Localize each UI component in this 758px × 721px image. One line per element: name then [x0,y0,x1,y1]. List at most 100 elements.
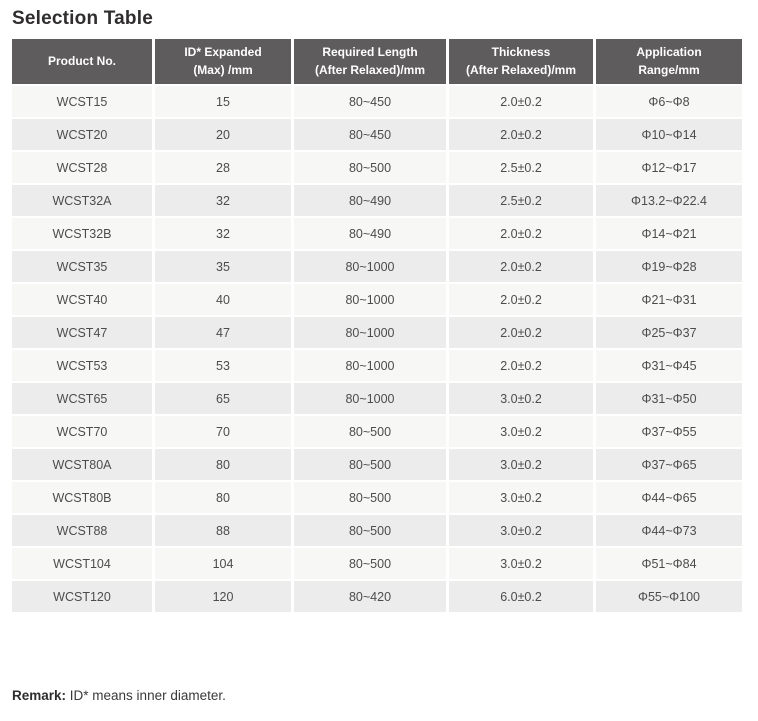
table-cell: 3.0±0.2 [449,515,593,546]
table-cell: 104 [155,548,291,579]
table-cell: WCST88 [12,515,152,546]
table-cell: WCST104 [12,548,152,579]
table-cell: 80~500 [294,152,446,183]
table-row: WCST47 47 80~1000 2.0±0.2 Φ25~Φ37 [12,317,742,348]
table-cell: 3.0±0.2 [449,416,593,447]
table-cell: 80~500 [294,416,446,447]
table-row: WCST40 40 80~1000 2.0±0.2 Φ21~Φ31 [12,284,742,315]
table-cell: WCST15 [12,86,152,117]
table-cell: Φ25~Φ37 [596,317,742,348]
table-cell: 80~500 [294,449,446,480]
table-cell: 3.0±0.2 [449,383,593,414]
table-cell: 3.0±0.2 [449,449,593,480]
remark: Remark: ID* means inner diameter. [12,688,746,703]
table-cell: 2.0±0.2 [449,119,593,150]
table-cell: 53 [155,350,291,381]
table-cell: Φ19~Φ28 [596,251,742,282]
table-header-row: Product No. ID* Expanded (Max) /mm Requi… [12,39,742,84]
table-cell: 3.0±0.2 [449,482,593,513]
table-cell: 80~500 [294,482,446,513]
table-row: WCST120 120 80~420 6.0±0.2 Φ55~Φ100 [12,581,742,612]
table-row: WCST32B 32 80~490 2.0±0.2 Φ14~Φ21 [12,218,742,249]
table-cell: 15 [155,86,291,117]
table-cell: 120 [155,581,291,612]
table-cell: 80~490 [294,218,446,249]
table-cell: Φ31~Φ50 [596,383,742,414]
table-cell: 80~1000 [294,284,446,315]
table-cell: 70 [155,416,291,447]
table-cell: Φ55~Φ100 [596,581,742,612]
table-cell: 2.0±0.2 [449,284,593,315]
table-cell: Φ31~Φ45 [596,350,742,381]
table-cell: 80~1000 [294,383,446,414]
table-cell: 80~500 [294,548,446,579]
table-cell: 65 [155,383,291,414]
table-row: WCST80A 80 80~500 3.0±0.2 Φ37~Φ65 [12,449,742,480]
column-header-id-expanded: ID* Expanded (Max) /mm [155,39,291,84]
selection-table: Product No. ID* Expanded (Max) /mm Requi… [12,39,742,612]
table-cell: Φ10~Φ14 [596,119,742,150]
table-row: WCST15 15 80~450 2.0±0.2 Φ6~Φ8 [12,86,742,117]
table-cell: WCST32A [12,185,152,216]
table-cell: 3.0±0.2 [449,548,593,579]
table-cell: WCST40 [12,284,152,315]
table-cell: 88 [155,515,291,546]
table-cell: 80 [155,482,291,513]
table-row: WCST80B 80 80~500 3.0±0.2 Φ44~Φ65 [12,482,742,513]
table-cell: WCST65 [12,383,152,414]
table-cell: Φ44~Φ73 [596,515,742,546]
remark-label: Remark: [12,688,67,703]
table-row: WCST70 70 80~500 3.0±0.2 Φ37~Φ55 [12,416,742,447]
table-row: WCST104 104 80~500 3.0±0.2 Φ51~Φ84 [12,548,742,579]
table-cell: 32 [155,185,291,216]
table-cell: 80~1000 [294,350,446,381]
table-cell: 28 [155,152,291,183]
table-cell: 80~450 [294,119,446,150]
table-cell: 80~1000 [294,251,446,282]
table-cell: 2.5±0.2 [449,185,593,216]
table-cell: Φ14~Φ21 [596,218,742,249]
table-cell: 80~450 [294,86,446,117]
table-cell: Φ37~Φ65 [596,449,742,480]
table-cell: 2.0±0.2 [449,86,593,117]
column-header-product-no: Product No. [12,39,152,84]
table-row: WCST65 65 80~1000 3.0±0.2 Φ31~Φ50 [12,383,742,414]
table-cell: 32 [155,218,291,249]
table-cell: 2.0±0.2 [449,350,593,381]
table-cell: Φ51~Φ84 [596,548,742,579]
table-cell: 80~420 [294,581,446,612]
table-row: WCST20 20 80~450 2.0±0.2 Φ10~Φ14 [12,119,742,150]
table-cell: WCST32B [12,218,152,249]
table-cell: 2.5±0.2 [449,152,593,183]
table-cell: 20 [155,119,291,150]
table-row: WCST28 28 80~500 2.5±0.2 Φ12~Φ17 [12,152,742,183]
table-cell: WCST28 [12,152,152,183]
table-cell: 35 [155,251,291,282]
table-cell: 40 [155,284,291,315]
table-cell: WCST120 [12,581,152,612]
table-cell: WCST47 [12,317,152,348]
column-header-thickness: Thickness (After Relaxed)/mm [449,39,593,84]
table-body: WCST15 15 80~450 2.0±0.2 Φ6~Φ8 WCST20 20 80~450… [12,86,742,612]
table-cell: WCST80B [12,482,152,513]
table-cell: WCST70 [12,416,152,447]
page-title: Selection Table [12,8,153,29]
table-cell: WCST20 [12,119,152,150]
table-cell: 47 [155,317,291,348]
page: Selection Table Product No. ID* Expanded… [12,8,746,703]
table-cell: Φ44~Φ65 [596,482,742,513]
table-cell: Φ21~Φ31 [596,284,742,315]
table-row: WCST88 88 80~500 3.0±0.2 Φ44~Φ73 [12,515,742,546]
remark-text: ID* means inner diameter. [66,688,226,703]
table-cell: 80~500 [294,515,446,546]
column-header-application-range: Application Range/mm [596,39,742,84]
table-row: WCST32A 32 80~490 2.5±0.2 Φ13.2~Φ22.4 [12,185,742,216]
table-cell: Φ6~Φ8 [596,86,742,117]
table-cell: 2.0±0.2 [449,218,593,249]
table-cell: 80~490 [294,185,446,216]
table-cell: 80~1000 [294,317,446,348]
table-cell: WCST35 [12,251,152,282]
table-cell: 2.0±0.2 [449,251,593,282]
table-cell: Φ12~Φ17 [596,152,742,183]
table-cell: WCST80A [12,449,152,480]
